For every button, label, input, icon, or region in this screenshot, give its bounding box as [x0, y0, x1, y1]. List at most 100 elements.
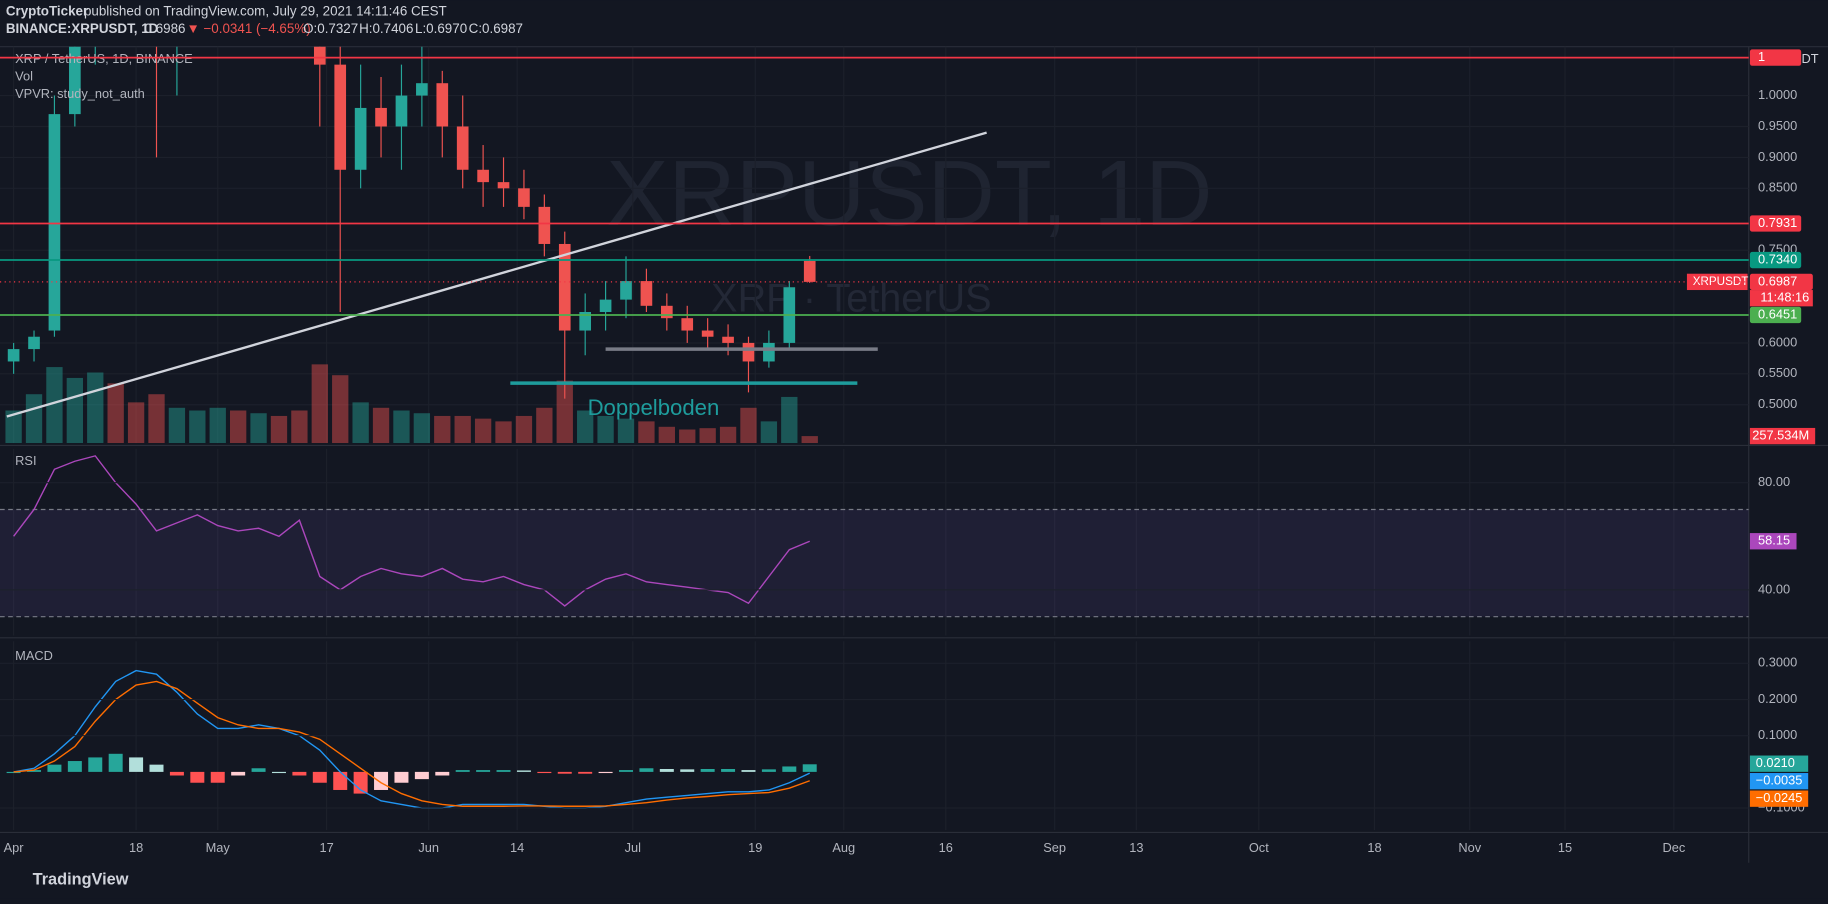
volume-bar: [250, 413, 267, 444]
macd-histogram: [782, 766, 797, 772]
volume-tag: [1749, 427, 1816, 445]
macd-histogram: [741, 770, 756, 772]
volume-bar: [291, 410, 308, 444]
macd-tag: [1749, 790, 1809, 807]
macd-histogram: [639, 768, 654, 772]
symbol: BINANCE:XRPUSDT, 1D: [6, 21, 159, 36]
macd-histogram: [271, 771, 286, 774]
y-tick-label: 0.2000: [1758, 691, 1797, 706]
ohlc-open: O:0.7327: [303, 21, 358, 36]
signal-line: [13, 680, 810, 807]
volume-bar: [25, 394, 43, 444]
y-tick-label: 0.5000: [1758, 396, 1797, 411]
y-tick-label: 0.9000: [1758, 149, 1797, 164]
volume-bar: [270, 415, 288, 444]
macd-histogram: [190, 771, 205, 783]
rsi-line: [13, 455, 810, 607]
macd-histogram: [598, 771, 613, 774]
macd-histogram: [537, 771, 552, 774]
level-tag: [1749, 251, 1802, 269]
volume-bar: [474, 418, 492, 444]
ohlc-low: L:0.6970: [415, 21, 467, 36]
volume-bar: [189, 410, 206, 444]
candle-body: [620, 281, 632, 300]
y-tick-label: 0.8500: [1758, 180, 1797, 195]
level-label: 0.7931: [1758, 215, 1797, 230]
candle-body: [436, 83, 449, 127]
macd-value: 0.0210: [1756, 755, 1795, 770]
macd-tag: [1749, 773, 1809, 790]
price-pane: [5, 46, 987, 444]
volume-bar: [434, 415, 451, 444]
x-tick-label: 15: [1558, 840, 1572, 855]
candle-body: [354, 107, 367, 170]
y-tick-label: 1.0000: [1758, 87, 1797, 102]
candle-body: [477, 169, 489, 183]
last-price: 0.6986: [145, 21, 186, 36]
y-tick-label: 0.1000: [1758, 727, 1797, 742]
level-label: 1: [1758, 49, 1765, 64]
logo: TradingView: [33, 871, 129, 889]
candle-body: [660, 305, 673, 319]
countdown-tag: [1749, 290, 1813, 307]
macd-histogram: [761, 769, 776, 772]
candle-body: [803, 260, 816, 282]
ohlc-high: H:0.7406: [359, 21, 413, 36]
x-tick-label: 19: [748, 840, 762, 855]
candle-body: [375, 107, 387, 127]
legend-entry: VPVR: study_not_auth: [15, 86, 145, 101]
y-tick-label: 0.6000: [1758, 334, 1797, 349]
level-label: 0.6987: [1758, 273, 1797, 288]
macd-value: −0.0245: [1756, 790, 1803, 805]
x-tick-label: Apr: [4, 840, 25, 855]
level-tag: [1749, 306, 1802, 324]
candle-body: [701, 330, 714, 337]
volume-bar: [658, 426, 675, 444]
volume-bar: [760, 421, 778, 444]
volume-bar: [515, 415, 533, 444]
volume-bar: [372, 407, 390, 444]
macd-histogram: [47, 764, 62, 772]
macd-value: −0.0035: [1756, 773, 1803, 788]
candle-body: [742, 342, 755, 362]
volume-bar: [229, 410, 247, 444]
candle-body: [497, 182, 510, 189]
y-tick-label: 0.9500: [1758, 118, 1797, 133]
y-tick-label: 40.00: [1758, 581, 1790, 596]
volume-bar: [209, 407, 226, 444]
ohlc-close: C:0.6987: [469, 21, 523, 36]
macd-histogram: [455, 770, 470, 772]
macd-histogram: [680, 769, 695, 772]
volume-bar: [332, 375, 349, 444]
candle-body: [640, 281, 653, 306]
macd-histogram: [700, 768, 715, 772]
annotation: Doppelboden: [588, 395, 720, 420]
macd-histogram: [88, 757, 103, 772]
macd-histogram: [67, 761, 82, 772]
candle-body: [7, 349, 20, 362]
macd-tag: [1749, 755, 1809, 772]
candle-body: [69, 46, 81, 115]
macd-histogram: [496, 770, 511, 772]
published: published on TradingView.com, July 29, 2…: [84, 3, 447, 18]
macd-histogram: [251, 768, 266, 772]
level-label: 0.7340: [1758, 251, 1797, 266]
volume-bar: [617, 418, 635, 444]
publisher: CryptoTicker: [6, 3, 89, 18]
volume-bar: [577, 410, 594, 444]
legend-entry: Vol: [15, 68, 33, 83]
macd-histogram: [210, 771, 225, 783]
volume-bar: [454, 415, 471, 444]
volume-bar: [740, 407, 757, 444]
volume-bar: [781, 396, 798, 444]
symbol-tag-label: XRPUSDT: [1693, 275, 1749, 288]
rsi-value: 58.15: [1758, 533, 1790, 548]
y-tick-label: 0.5500: [1758, 365, 1797, 380]
candle-body: [722, 336, 734, 343]
macd-histogram: [353, 771, 368, 794]
trendline: [6, 131, 987, 418]
x-tick-label: Dec: [1662, 840, 1685, 855]
macd-histogram: [149, 764, 164, 772]
